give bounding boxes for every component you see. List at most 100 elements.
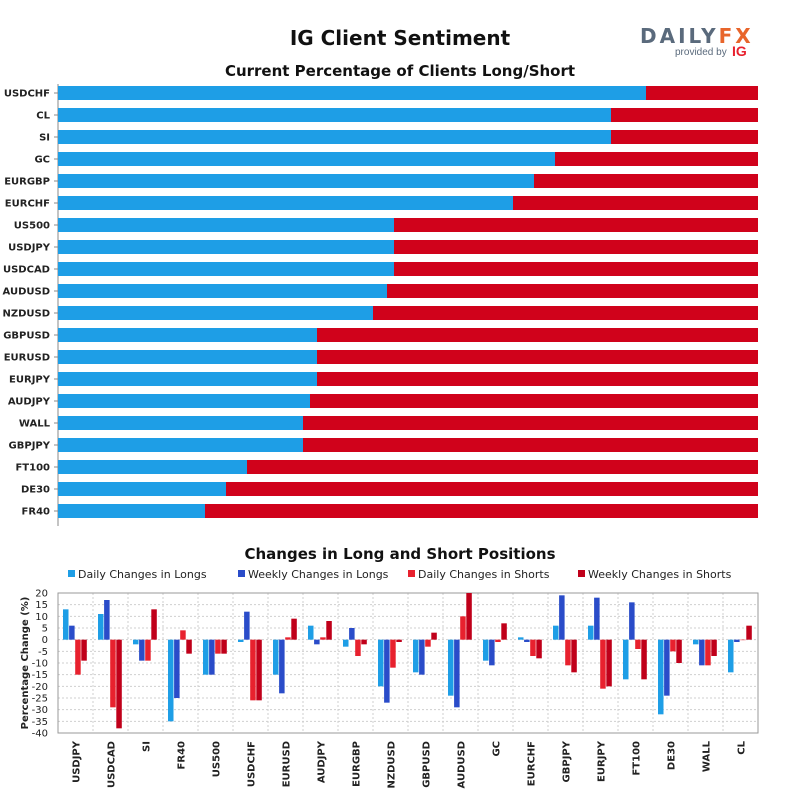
bar-daily_shorts-usdjpy: [75, 639, 81, 675]
category-label: FT100: [15, 463, 50, 474]
bar-weekly_shorts-gbpjpy: [571, 639, 577, 673]
bar-weekly_shorts-eurusd: [291, 618, 297, 640]
short-bar-fr40: [205, 504, 758, 518]
bar-weekly_longs-eurgbp: [349, 628, 355, 640]
bar-weekly_longs-cl: [734, 639, 740, 642]
y-tick-label: -10: [32, 659, 48, 670]
bar-daily_shorts-nzdusd: [390, 639, 396, 668]
short-bar-audjpy: [310, 394, 758, 408]
bar-daily_longs-usdcad: [98, 614, 104, 640]
x-tick-label: EURGBP: [352, 741, 363, 787]
bar-weekly_shorts-usdjpy: [81, 639, 87, 661]
bar-weekly_longs-usdcad: [104, 600, 110, 640]
bar-daily_longs-eurusd: [273, 639, 279, 675]
bar-weekly_longs-gbpjpy: [559, 595, 565, 640]
bar-weekly_longs-eurjpy: [594, 597, 600, 640]
bar-daily_shorts-fr40: [180, 630, 186, 640]
main-title: IG Client Sentiment: [289, 26, 511, 50]
logo-word-daily: DAILY: [640, 24, 719, 48]
category-label: AUDJPY: [8, 397, 51, 408]
changes-chart-title: Changes in Long and Short Positions: [244, 545, 556, 563]
bar-weekly_longs-ft100: [629, 602, 635, 640]
category-label: EURJPY: [9, 375, 51, 386]
legend-label-daily_longs: Daily Changes in Longs: [78, 568, 207, 581]
y-tick-label: -20: [32, 682, 48, 693]
dailyfx-logo: DAILYFX provided by IG: [640, 24, 751, 64]
bar-daily_shorts-usdcad: [110, 639, 116, 708]
bar-daily_shorts-eurjpy: [600, 639, 606, 689]
x-tick-label: AUDUSD: [457, 741, 468, 788]
short-bar-cl: [611, 108, 758, 122]
legend-swatch-weekly_longs: [238, 570, 245, 577]
bar-weekly_longs-usdchf: [244, 611, 250, 640]
category-label: NZDUSD: [2, 309, 50, 320]
bar-daily_shorts-ft100: [635, 639, 641, 649]
category-label: USDJPY: [8, 243, 51, 254]
x-tick-label: EURUSD: [282, 741, 293, 787]
bar-daily_longs-de30: [658, 639, 664, 715]
bar-daily_shorts-eurchf: [530, 639, 536, 656]
bar-daily_shorts-eurgbp: [355, 639, 361, 656]
bar-daily_shorts-si: [145, 639, 151, 661]
x-tick-label: USDCAD: [107, 741, 118, 788]
long-bar-fr40: [58, 504, 205, 518]
short-bar-si: [611, 130, 758, 144]
bar-daily_longs-cl: [728, 639, 734, 673]
short-bar-usdchf: [646, 86, 758, 100]
long-bar-gc: [58, 152, 555, 166]
bar-daily_longs-usdjpy: [63, 609, 69, 640]
bar-weekly_shorts-si: [151, 609, 157, 640]
logo-word-fx: FX: [718, 24, 754, 48]
bar-weekly_shorts-usdcad: [116, 639, 122, 729]
category-label: US500: [14, 221, 50, 232]
bar-weekly_shorts-gc: [501, 623, 507, 640]
long-bar-gbpusd: [58, 328, 317, 342]
bar-daily_longs-ft100: [623, 639, 629, 680]
bar-daily_shorts-wall: [705, 639, 711, 666]
category-label: FR40: [22, 507, 50, 518]
bar-daily_shorts-eurusd: [285, 637, 291, 640]
sentiment-chart: USDCHF CL SI GC EURGBP EURCHF US500 USDJPY USDCA…: [2, 84, 758, 526]
bar-daily_shorts-us500: [215, 639, 221, 654]
long-bar-eurusd: [58, 350, 317, 364]
long-bar-usdchf: [58, 86, 646, 100]
short-bar-eurjpy: [317, 372, 758, 386]
long-bar-audjpy: [58, 394, 310, 408]
bar-daily_shorts-gbpusd: [425, 639, 431, 647]
short-bar-wall: [303, 416, 758, 430]
x-tick-label: WALL: [702, 740, 713, 772]
bar-weekly_longs-eurusd: [279, 639, 285, 694]
y-tick-label: -35: [32, 717, 48, 728]
bar-daily_longs-gbpjpy: [553, 625, 559, 640]
short-bar-eurusd: [317, 350, 758, 364]
long-bar-eurgbp: [58, 174, 534, 188]
bar-daily_longs-nzdusd: [378, 639, 384, 687]
category-label: CL: [36, 111, 50, 122]
long-bar-audusd: [58, 284, 387, 298]
short-bar-usdcad: [394, 262, 758, 276]
category-label: WALL: [19, 419, 51, 430]
x-tick-label: CL: [737, 740, 748, 754]
bar-daily_shorts-cl: [740, 639, 746, 641]
short-bar-eurchf: [513, 196, 758, 210]
legend-swatch-daily_shorts: [408, 570, 415, 577]
long-bar-gbpjpy: [58, 438, 303, 452]
category-label: SI: [39, 133, 50, 144]
bar-daily_shorts-de30: [670, 639, 676, 652]
bar-weekly_shorts-audusd: [466, 593, 472, 640]
long-bar-de30: [58, 482, 226, 496]
bar-weekly_longs-si: [139, 639, 145, 661]
y-tick-label: -25: [32, 694, 48, 705]
bar-weekly_shorts-eurchf: [536, 639, 542, 659]
x-tick-label: FT100: [632, 741, 643, 776]
x-tick-label: USDCHF: [247, 741, 258, 787]
y-tick-label: -5: [38, 647, 48, 658]
bar-weekly_longs-audjpy: [314, 639, 320, 645]
long-bar-wall: [58, 416, 303, 430]
x-tick-label: US500: [212, 741, 223, 777]
bar-weekly_longs-nzdusd: [384, 639, 390, 703]
long-bar-us500: [58, 218, 394, 232]
bar-weekly_longs-audusd: [454, 639, 460, 708]
bar-daily_longs-audusd: [448, 639, 454, 696]
bar-weekly_shorts-wall: [711, 639, 717, 656]
